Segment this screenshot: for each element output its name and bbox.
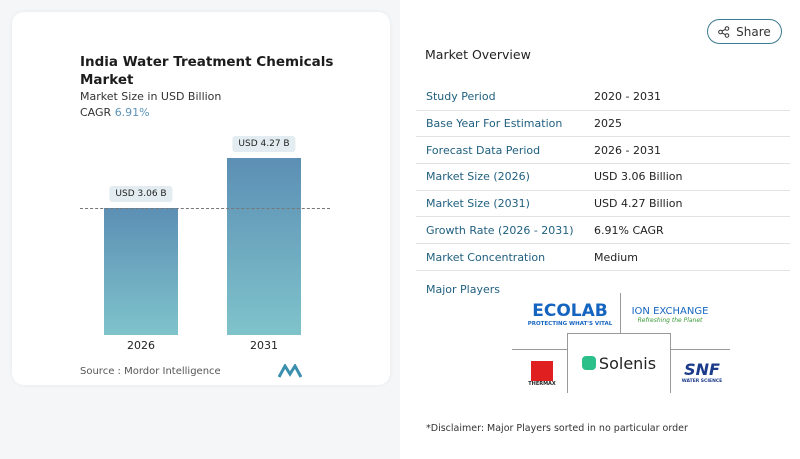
overview-row: Market Concentration Medium (416, 244, 790, 271)
bar-2031 (227, 157, 301, 335)
chart-title: India Water Treatment Chemicals Market (80, 54, 334, 88)
row-key: Market Size (2026) (426, 170, 530, 184)
cagr-label: CAGR (80, 106, 112, 119)
row-key: Market Concentration (426, 250, 546, 264)
row-value: 2026 - 2031 (594, 143, 661, 157)
overview-row: Market Size (2031) USD 4.27 Billion (416, 191, 790, 218)
row-key: Market Size (2031) (426, 197, 530, 211)
overview-title: Market Overview (425, 47, 531, 62)
row-value: 2025 (594, 117, 622, 131)
row-value: USD 3.06 Billion (594, 170, 683, 184)
x-tick-label: 2026 (127, 339, 155, 352)
row-key: Growth Rate (2026 - 2031) (426, 223, 574, 237)
row-key: Forecast Data Period (426, 143, 541, 157)
row-value: Medium (594, 250, 638, 264)
snf-logo: SNF WATER SCIENCE (681, 360, 723, 384)
chart-subtitle: Market Size in USD Billion (80, 90, 222, 103)
share-label: Share (736, 24, 771, 39)
major-players-title: Major Players (426, 283, 500, 296)
data-label: USD 3.06 B (109, 186, 173, 202)
chart-card (12, 12, 390, 385)
overview-row: Forecast Data Period 2026 - 2031 (416, 137, 790, 165)
row-value: 6.91% CAGR (594, 223, 664, 237)
overview-row: Study Period 2020 - 2031 (416, 84, 790, 111)
bar-2026 (104, 208, 178, 335)
share-button[interactable]: Share (707, 19, 782, 44)
row-key: Base Year For Estimation (426, 117, 563, 131)
mordor-logo-icon (278, 364, 302, 378)
row-value: USD 4.27 Billion (594, 197, 683, 211)
row-value: 2020 - 2031 (594, 90, 661, 104)
overview-row: Growth Rate (2026 - 2031) 6.91% CAGR (416, 218, 790, 245)
share-icon (718, 25, 730, 38)
x-tick-label: 2031 (250, 339, 278, 352)
row-key: Study Period (426, 90, 496, 104)
overview-row: Market Size (2026) USD 3.06 Billion (416, 164, 790, 191)
overview-row: Base Year For Estimation 2025 (416, 111, 790, 138)
thermax-logo: THERMAX (526, 357, 558, 391)
solenis-logo: Solenis (572, 350, 666, 376)
data-label: USD 4.27 B (232, 135, 296, 152)
divider (620, 293, 621, 351)
cagr: CAGR 6.91% (80, 106, 150, 119)
ecolab-logo: ECOLAB PROTECTING WHAT'S VITAL (527, 301, 613, 327)
ion-exchange-logo: ION EXCHANGE Refreshing the Planet (631, 306, 709, 324)
reference-line (80, 208, 330, 209)
source: Source : Mordor Intelligence (80, 366, 221, 377)
cagr-value: 6.91% (114, 106, 150, 119)
disclaimer: *Disclaimer: Major Players sorted in no … (426, 423, 688, 434)
